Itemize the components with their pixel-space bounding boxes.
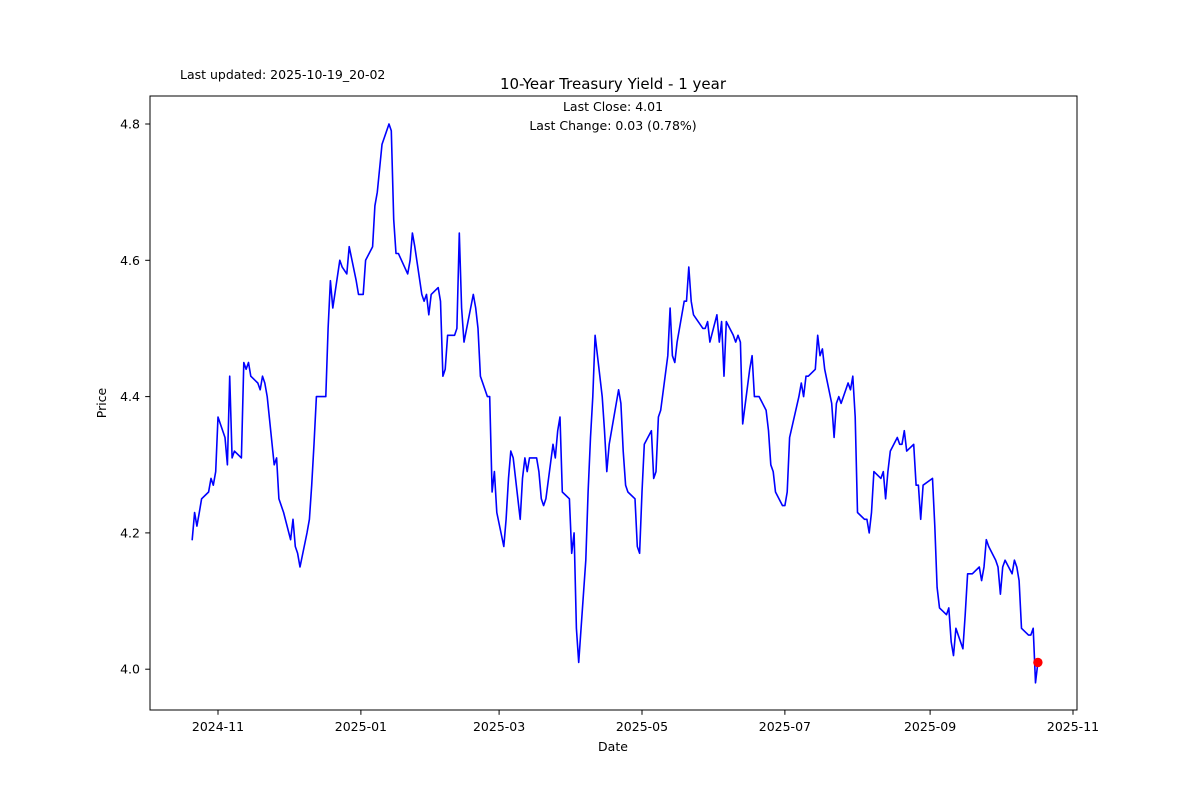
x-tick-label: 2025-09 — [904, 719, 956, 734]
y-tick-label: 4.0 — [120, 662, 140, 677]
x-tick-label: 2025-01 — [335, 719, 387, 734]
x-tick-label: 2025-03 — [473, 719, 525, 734]
plot-area — [149, 95, 1078, 711]
y-tick-label: 4.2 — [120, 525, 140, 540]
y-tick-label: 4.6 — [120, 253, 140, 268]
y-tick-label: 4.4 — [120, 389, 140, 404]
y-axis-ticks: 4.0 4.2 4.4 4.6 4.8 — [120, 117, 150, 677]
x-tick-label: 2024-11 — [192, 719, 244, 734]
x-tick-label: 2025-05 — [616, 719, 668, 734]
yield-line-series — [191, 123, 1039, 684]
x-axis-label: Date — [598, 739, 628, 754]
last-updated-label: Last updated: 2025-10-19_20-02 — [180, 67, 385, 82]
annotation-last-change: Last Change: 0.03 (0.78%) — [529, 118, 696, 133]
last-close-marker — [1033, 657, 1043, 668]
y-axis-label: Price — [94, 387, 109, 418]
annotation-last-close: Last Close: 4.01 — [563, 99, 663, 114]
x-axis-ticks: 2024-11 2025-01 2025-03 2025-05 2025-07 2025-… — [192, 710, 1099, 734]
x-tick-label: 2025-11 — [1047, 719, 1099, 734]
x-tick-label: 2025-07 — [759, 719, 811, 734]
chart-title: 10-Year Treasury Yield - 1 year — [500, 75, 727, 93]
y-tick-label: 4.8 — [120, 117, 140, 132]
